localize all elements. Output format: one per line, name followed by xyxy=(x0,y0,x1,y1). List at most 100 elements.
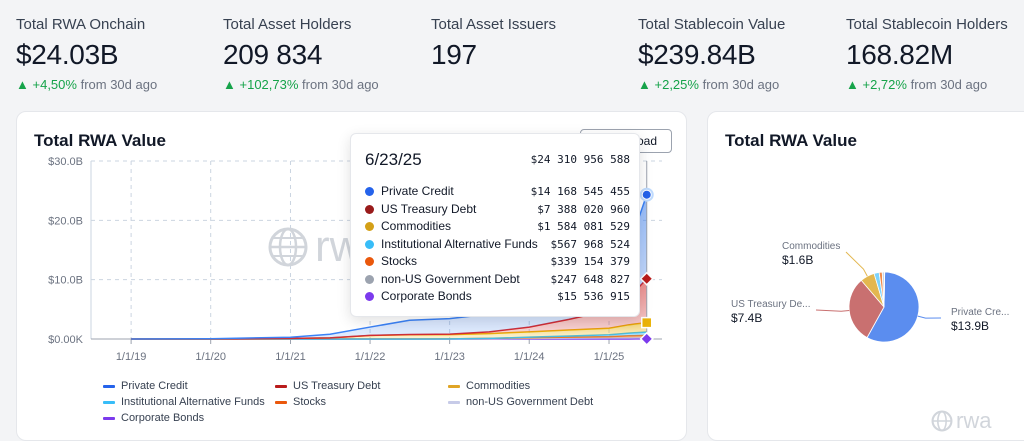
legend-swatch xyxy=(103,417,115,420)
x-tick-label: 1/1/25 xyxy=(594,351,625,363)
pie-slice-value: $13.9B xyxy=(951,319,989,333)
y-tick-label: $30.0B xyxy=(48,156,83,168)
stat-label: Total Stablecoin Value xyxy=(638,16,785,34)
up-arrow-icon: ▲ xyxy=(16,77,29,92)
pie-slice-value: $1.6B xyxy=(782,253,813,267)
stat-label: Total Asset Issuers xyxy=(431,16,556,34)
stat-change: ▲ +2,72% from 30d ago xyxy=(846,77,1008,92)
legend-swatch xyxy=(103,401,115,404)
stat-change: ▲ +102,73% from 30d ago xyxy=(223,77,379,92)
legend-label: Institutional Alternative Funds xyxy=(121,396,265,408)
stat-value: $239.84B xyxy=(638,39,785,71)
tooltip-total: $24 310 956 588 xyxy=(531,153,630,166)
rwa-watermark-small: rwa xyxy=(931,408,991,434)
y-tick-label: $10.0B xyxy=(48,275,83,287)
legend-item-us-treasury-debt[interactable]: US Treasury Debt xyxy=(275,380,380,392)
legend-label: Private Credit xyxy=(121,380,188,392)
series-dot xyxy=(365,257,374,266)
legend-item-stocks[interactable]: Stocks xyxy=(275,396,326,408)
up-arrow-icon: ▲ xyxy=(846,77,859,92)
pie-callout-line xyxy=(918,316,941,318)
tooltip-series-name: Stocks xyxy=(381,254,417,268)
legend-label: US Treasury Debt xyxy=(293,380,380,392)
tooltip-series-name: Commodities xyxy=(381,219,451,233)
stat-change-suffix: from 30d ago xyxy=(302,77,379,92)
tooltip-series-value: $567 968 524 xyxy=(551,238,630,251)
tooltip-header: 6/23/25 $24 310 956 588 xyxy=(365,150,630,170)
series-dot xyxy=(365,292,374,301)
legend-swatch xyxy=(275,401,287,404)
stat-change-value: +2,25% xyxy=(655,77,699,92)
tooltip-series-name: Corporate Bonds xyxy=(381,289,472,303)
x-tick-label: 1/1/23 xyxy=(434,351,465,363)
legend-swatch xyxy=(103,385,115,388)
stat-change: ▲ +4,50% from 30d ago xyxy=(16,77,157,92)
tooltip-row-stocks: Stocks $339 154 379 xyxy=(365,254,630,271)
tooltip-row-commodities: Commodities $1 584 081 529 xyxy=(365,219,630,236)
stat-change-value: +102,73% xyxy=(240,77,299,92)
chart-tooltip: 6/23/25 $24 310 956 588 Private Credit$1… xyxy=(350,133,640,317)
tooltip-series-value: $1 584 081 529 xyxy=(537,220,630,233)
series-dot xyxy=(365,187,374,196)
legend-label: Commodities xyxy=(466,380,530,392)
legend-item-commodities[interactable]: Commodities xyxy=(448,380,530,392)
stat-change-value: +4,50% xyxy=(33,77,77,92)
globe-icon xyxy=(931,410,953,432)
watermark-text: rwa xyxy=(956,408,991,434)
stat-change-suffix: from 30d ago xyxy=(81,77,158,92)
tooltip-series-value: $247 648 827 xyxy=(551,273,630,286)
stat-value: 168.82M xyxy=(846,39,1008,71)
stat-change: ▲ +2,25% from 30d ago xyxy=(638,77,785,92)
up-arrow-icon: ▲ xyxy=(223,77,236,92)
legend-swatch xyxy=(448,385,460,388)
pie-callout-line xyxy=(816,310,849,311)
stat-change-suffix: from 30d ago xyxy=(911,77,988,92)
legend-item-non-us-government-debt[interactable]: non-US Government Debt xyxy=(448,396,593,408)
legend-label: Stocks xyxy=(293,396,326,408)
x-tick-label: 1/1/19 xyxy=(116,351,147,363)
tooltip-row-corporate-bonds: Corporate Bonds $15 536 915 xyxy=(365,289,630,306)
hover-marker-dot xyxy=(643,191,651,199)
stat-total-rwa-onchain: Total RWA Onchain $24.03B ▲ +4,50% from … xyxy=(16,16,157,92)
tooltip-series-name: non-US Government Debt xyxy=(381,272,520,286)
stat-value: $24.03B xyxy=(16,39,157,71)
legend-swatch xyxy=(448,401,460,404)
tooltip-series-value: $339 154 379 xyxy=(551,255,630,268)
stat-value: 197 xyxy=(431,39,556,71)
stat-total-asset-issuers: Total Asset Issuers 197 xyxy=(431,16,556,71)
stat-change-suffix: from 30d ago xyxy=(703,77,780,92)
tooltip-series-value: $15 536 915 xyxy=(557,290,630,303)
stat-label: Total RWA Onchain xyxy=(16,16,157,34)
tooltip-date: 6/23/25 xyxy=(365,150,422,170)
stat-label: Total Asset Holders xyxy=(223,16,379,34)
series-dot xyxy=(365,240,374,249)
legend-item-institutional-alternative-funds[interactable]: Institutional Alternative Funds xyxy=(103,396,265,408)
pie-slice-label: US Treasury De... xyxy=(731,299,810,310)
tooltip-series-name: Institutional Alternative Funds xyxy=(381,237,538,251)
chart-legend: Private Credit US Treasury Debt Commodit… xyxy=(103,380,703,430)
series-dot xyxy=(365,222,374,231)
stat-value: 209 834 xyxy=(223,39,379,71)
up-arrow-icon: ▲ xyxy=(638,77,651,92)
x-tick-label: 1/1/21 xyxy=(275,351,306,363)
tooltip-row-non-us-government-debt: non-US Government Debt $247 648 827 xyxy=(365,272,630,289)
tooltip-row-private-credit: Private Credit$14 168 545 455 xyxy=(365,184,630,201)
tooltip-row-us-treasury-debt: US Treasury Debt $7 388 020 960 xyxy=(365,202,630,219)
legend-item-private-credit[interactable]: Private Credit xyxy=(103,380,188,392)
globe-icon xyxy=(267,226,309,268)
pie-chart-title: Total RWA Value xyxy=(725,131,857,151)
series-dot xyxy=(365,205,374,214)
hover-marker xyxy=(642,318,652,328)
pie-callout-line xyxy=(846,252,867,276)
stat-total-asset-holders: Total Asset Holders 209 834 ▲ +102,73% f… xyxy=(223,16,379,92)
legend-label: Corporate Bonds xyxy=(121,412,204,424)
y-tick-label: $20.0B xyxy=(48,215,83,227)
y-tick-label: $0.00K xyxy=(48,334,84,346)
tooltip-series-name: US Treasury Debt xyxy=(381,202,476,216)
legend-label: non-US Government Debt xyxy=(466,396,593,408)
tooltip-series-value: $7 388 020 960 xyxy=(537,203,630,216)
legend-item-corporate-bonds[interactable]: Corporate Bonds xyxy=(103,412,204,424)
stats-row: Total RWA Onchain $24.03B ▲ +4,50% from … xyxy=(0,0,1024,100)
